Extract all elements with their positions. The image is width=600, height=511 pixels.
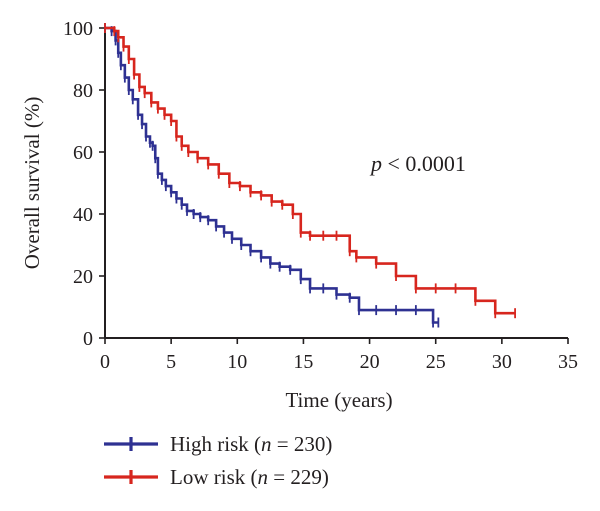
x-tick-label: 35 [558,351,578,373]
tick-labels: 0 5 10 15 20 25 30 35 0 20 40 60 80 100 [63,18,578,373]
series-layer [104,23,516,328]
legend-label-high-risk: High risk (n = 230) [170,432,332,456]
y-tick-label: 40 [73,204,93,226]
x-tick-label: 5 [166,351,176,373]
p-value-annotation: p < 0.0001 [369,151,466,176]
legend: High risk (n = 230) Low risk (n = 229) [104,432,332,489]
axes [99,27,569,344]
y-tick-label: 80 [73,80,93,102]
y-tick-label: 20 [73,266,93,288]
y-tick-label: 100 [63,18,93,40]
x-tick-label: 20 [360,351,380,373]
y-axis-title: Overall survival (%) [20,97,44,270]
x-tick-label: 0 [100,351,110,373]
y-tick-label: 0 [83,328,93,350]
x-axis-title: Time (years) [285,388,392,412]
x-tick-label: 15 [293,351,313,373]
x-tick-label: 10 [227,351,247,373]
x-tick-label: 25 [426,351,446,373]
legend-item-high-risk: High risk (n = 230) [104,432,332,456]
x-tick-label: 30 [492,351,512,373]
y-tick-label: 60 [73,142,93,164]
legend-label-low-risk: Low risk (n = 229) [170,465,329,489]
legend-item-low-risk: Low risk (n = 229) [104,465,329,489]
